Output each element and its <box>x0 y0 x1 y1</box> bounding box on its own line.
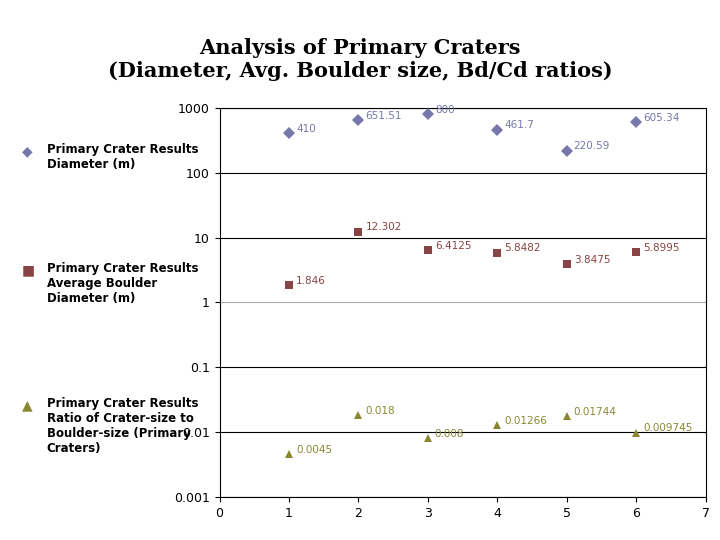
Text: Primary Crater Results: Primary Crater Results <box>47 397 198 410</box>
Text: ◆: ◆ <box>22 144 32 158</box>
Text: 0.01744: 0.01744 <box>574 407 616 417</box>
Text: 1.846: 1.846 <box>296 276 326 286</box>
Text: ▲: ▲ <box>22 398 32 412</box>
Primary Crater Results
Diameter (m) <box>423 111 432 118</box>
Text: 0.01266: 0.01266 <box>504 416 547 426</box>
Primary Crater Results
Diameter (m) <box>562 147 571 154</box>
Primary Crater Results
Ratio of Crater-size to
Boulder-size (Primary
Craters) <box>493 422 502 429</box>
Line: Primary Crater Results
Ratio of Crater-size to
Boulder-size (Primary
Craters): Primary Crater Results Ratio of Crater-s… <box>285 411 640 458</box>
Primary Crater Results
Average Boulder
Diameter (m) <box>562 261 571 268</box>
Primary Crater Results
Average Boulder
Diameter (m) <box>632 249 641 256</box>
Text: Analysis of Primary Craters
(Diameter, Avg. Boulder size, Bd/Cd ratios): Analysis of Primary Craters (Diameter, A… <box>108 38 612 81</box>
Primary Crater Results
Ratio of Crater-size to
Boulder-size (Primary
Craters) <box>562 413 571 420</box>
Primary Crater Results
Average Boulder
Diameter (m) <box>354 228 363 235</box>
Text: 12.302: 12.302 <box>366 222 402 232</box>
Text: 0.0045: 0.0045 <box>296 445 332 455</box>
Text: 461.7: 461.7 <box>504 120 534 130</box>
Text: ■: ■ <box>22 263 35 277</box>
Primary Crater Results
Ratio of Crater-size to
Boulder-size (Primary
Craters) <box>354 412 363 418</box>
Primary Crater Results
Diameter (m) <box>354 117 363 123</box>
Text: Craters): Craters) <box>47 442 102 455</box>
Primary Crater Results
Average Boulder
Diameter (m) <box>423 247 432 253</box>
Primary Crater Results
Average Boulder
Diameter (m) <box>284 282 293 288</box>
Text: 605.34: 605.34 <box>643 113 680 123</box>
Text: Diameter (m): Diameter (m) <box>47 158 135 171</box>
Text: 0.008: 0.008 <box>435 429 464 439</box>
Text: 800: 800 <box>435 105 454 115</box>
Line: Primary Crater Results
Average Boulder
Diameter (m): Primary Crater Results Average Boulder D… <box>285 227 640 289</box>
Text: 5.8995: 5.8995 <box>643 243 680 253</box>
Primary Crater Results
Diameter (m) <box>632 119 641 125</box>
Text: 0.018: 0.018 <box>366 406 395 416</box>
Primary Crater Results
Average Boulder
Diameter (m) <box>493 249 502 256</box>
Text: 5.8482: 5.8482 <box>504 244 541 253</box>
Text: 410: 410 <box>296 124 316 134</box>
Text: Ratio of Crater-size to: Ratio of Crater-size to <box>47 412 194 425</box>
Primary Crater Results
Diameter (m) <box>284 130 293 136</box>
Text: Primary Crater Results: Primary Crater Results <box>47 143 198 156</box>
Primary Crater Results
Ratio of Crater-size to
Boulder-size (Primary
Craters) <box>284 451 293 458</box>
Text: 651.51: 651.51 <box>366 111 402 120</box>
Text: Diameter (m): Diameter (m) <box>47 292 135 305</box>
Text: Average Boulder: Average Boulder <box>47 277 157 290</box>
Primary Crater Results
Diameter (m) <box>493 126 502 133</box>
Text: 6.4125: 6.4125 <box>435 241 472 251</box>
Text: 220.59: 220.59 <box>574 141 610 151</box>
Text: Boulder-size (Primary: Boulder-size (Primary <box>47 427 191 440</box>
Line: Primary Crater Results
Diameter (m): Primary Crater Results Diameter (m) <box>285 110 640 154</box>
Text: Primary Crater Results: Primary Crater Results <box>47 262 198 275</box>
Text: 3.8475: 3.8475 <box>574 255 610 265</box>
Primary Crater Results
Ratio of Crater-size to
Boulder-size (Primary
Craters) <box>423 435 432 442</box>
Text: 0.009745: 0.009745 <box>643 423 693 433</box>
Primary Crater Results
Ratio of Crater-size to
Boulder-size (Primary
Craters) <box>632 429 641 436</box>
